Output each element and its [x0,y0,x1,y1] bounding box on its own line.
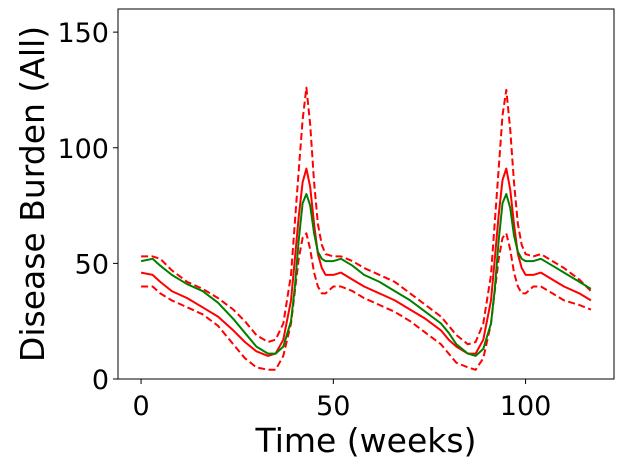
y-tick-label: 50 [75,249,109,280]
x-axis: 0 50 100 [132,379,551,422]
plot-frame [117,8,615,380]
series-layer [140,86,592,371]
series-line-3 [141,232,592,371]
y-axis: 0 50 100 150 [57,18,118,396]
y-axis-title: Disease Burden (All) [13,26,52,362]
series-line-1 [141,86,592,346]
x-tick-label: 0 [132,391,149,422]
series-line-4 [140,193,592,357]
x-tick-label: 100 [500,391,552,422]
y-tick-label: 150 [57,18,109,49]
x-tick-label: 50 [316,391,350,422]
series-line-2 [140,167,592,357]
y-tick-label: 0 [92,365,109,396]
y-tick-label: 100 [57,134,109,165]
x-axis-title: Time (weeks) [255,421,477,460]
